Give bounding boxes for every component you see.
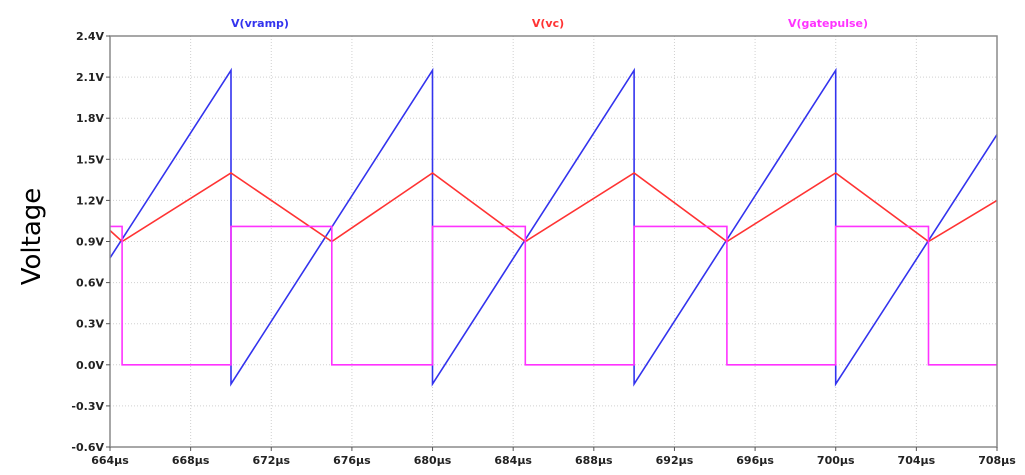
series-layer (109, 67, 998, 387)
y-tick-label: 1.8V (76, 112, 104, 125)
x-tick-label: 696µs (736, 454, 774, 467)
series-line-v-vc (109, 172, 998, 243)
y-tick-label: 2.4V (76, 30, 104, 43)
grid (109, 35, 998, 448)
x-tick-label: 672µs (252, 454, 290, 467)
y-tick-label: 1.2V (76, 194, 104, 207)
x-tick-label: 680µs (414, 454, 452, 467)
legend-entry: V(vramp) (231, 17, 289, 30)
y-tick-label: 0.6V (76, 277, 104, 290)
y-axis-label: Voltage (17, 188, 47, 286)
y-tick-label: 0.3V (76, 318, 104, 331)
y-tick-label: 1.5V (76, 153, 104, 166)
y-tick-label: 0.0V (76, 359, 104, 372)
x-tick-label: 692µs (656, 454, 694, 467)
x-tick-label: 700µs (817, 454, 855, 467)
y-axis-ticks: -0.6V -0.3V 0.0V 0.3V 0.6V 0.9V 1.2V 1.5V 1.8V 2.… (71, 30, 110, 454)
x-axis-ticks: 664µs 668µs 672µs 676µs 680µs 684µs 688µs 692µs… (91, 447, 1016, 467)
x-tick-label: 704µs (898, 454, 936, 467)
x-tick-label: 708µs (978, 454, 1016, 467)
series-line-v-gatepulse (110, 225, 997, 366)
y-tick-label: -0.6V (71, 441, 104, 454)
x-tick-label: 688µs (575, 454, 613, 467)
x-tick-label: 664µs (91, 454, 129, 467)
legend-entry: V(gatepulse) (788, 17, 868, 30)
y-tick-label: -0.3V (71, 400, 104, 413)
legend-entry: V(vc) (532, 17, 564, 30)
x-tick-label: 676µs (333, 454, 371, 467)
y-tick-label: 2.1V (76, 71, 104, 84)
x-tick-label: 668µs (172, 454, 210, 467)
y-tick-label: 0.9V (76, 236, 104, 249)
x-tick-label: 684µs (494, 454, 532, 467)
legend: V(vramp) V(vc) V(gatepulse) (231, 17, 868, 30)
